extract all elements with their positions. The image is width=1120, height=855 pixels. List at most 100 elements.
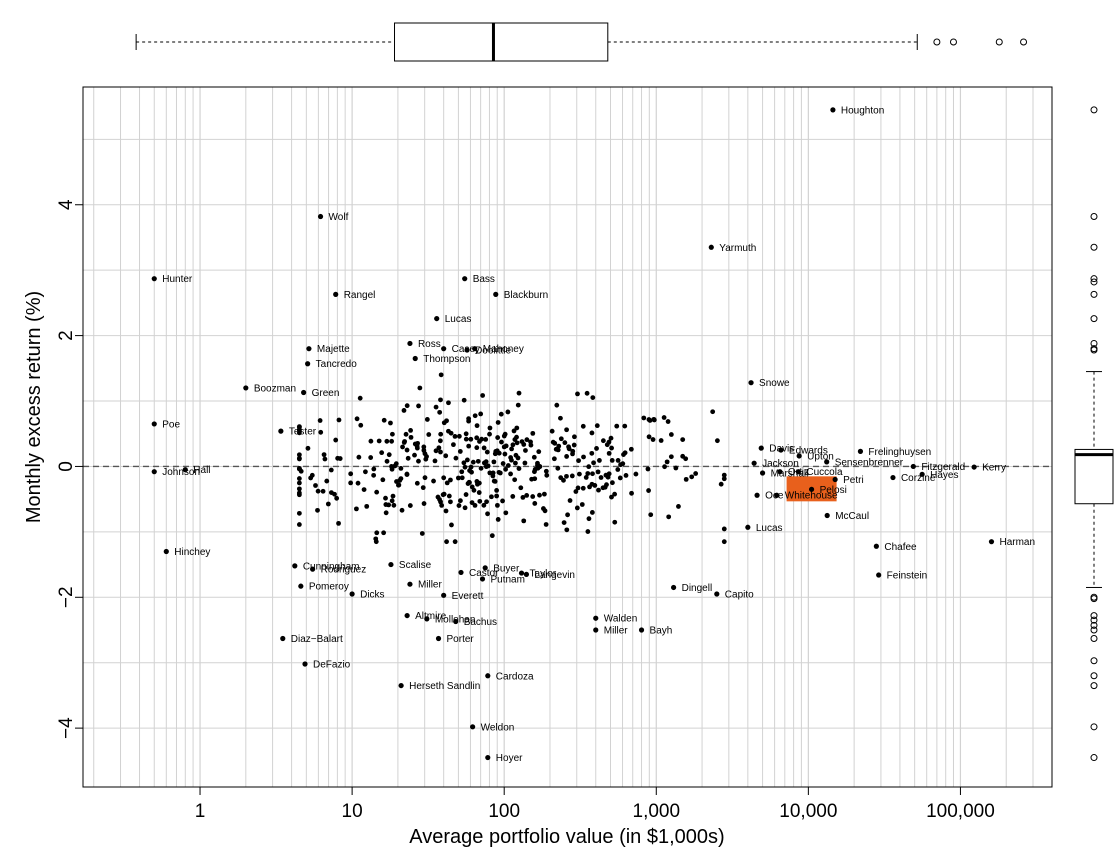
point-label: Kerry	[982, 463, 1006, 474]
data-point	[513, 452, 519, 458]
data-point	[349, 591, 355, 597]
data-point	[530, 430, 536, 436]
data-point	[438, 372, 444, 378]
data-point	[620, 461, 626, 467]
data-point	[708, 244, 714, 250]
data-point	[363, 469, 368, 475]
data-point	[758, 445, 764, 451]
data-point	[472, 346, 478, 352]
data-point	[583, 475, 589, 480]
data-point	[464, 347, 470, 353]
data-point	[495, 517, 501, 522]
data-point	[404, 447, 410, 453]
data-point	[478, 411, 484, 417]
data-point	[509, 446, 514, 452]
data-point	[481, 445, 487, 451]
point-label: Rangel	[344, 290, 376, 301]
data-point	[301, 389, 307, 396]
data-point	[399, 507, 405, 513]
data-point	[464, 457, 470, 463]
data-point	[518, 570, 525, 576]
data-point	[368, 438, 374, 444]
point-label: Bachus	[464, 617, 497, 628]
grid	[83, 87, 1053, 787]
data-point	[988, 539, 995, 545]
data-point	[466, 443, 472, 449]
outlier	[1090, 682, 1098, 690]
data-point	[436, 445, 442, 451]
data-point	[163, 548, 169, 555]
point-label: Frelinghuysen	[868, 447, 931, 458]
data-point	[608, 435, 614, 441]
data-point	[389, 464, 394, 469]
data-point	[494, 493, 500, 499]
data-point	[648, 512, 654, 518]
box	[1074, 448, 1114, 505]
data-point	[589, 510, 595, 515]
data-point	[381, 530, 387, 536]
point-label: Dingell	[682, 583, 713, 594]
data-point	[597, 458, 602, 463]
data-point	[403, 431, 409, 437]
data-point	[483, 464, 489, 470]
data-point	[322, 456, 328, 462]
data-point	[541, 491, 547, 497]
y-tick-label: 2	[56, 330, 77, 341]
point-label: Corzine	[901, 473, 936, 484]
data-point	[348, 480, 354, 486]
data-point	[480, 393, 486, 398]
top-boxplot	[135, 22, 1028, 62]
data-point	[452, 539, 458, 545]
data-point	[151, 469, 157, 475]
data-point	[577, 471, 582, 477]
data-point	[296, 492, 302, 498]
data-point	[531, 454, 537, 460]
point-label: Hinchey	[174, 547, 210, 558]
data-point	[398, 682, 404, 689]
data-point	[589, 450, 595, 456]
data-point	[614, 423, 620, 429]
data-point	[500, 498, 505, 504]
data-point	[574, 505, 580, 511]
x-tick-label: 1,000	[633, 801, 681, 822]
data-point	[537, 492, 542, 498]
outlier	[1090, 616, 1098, 624]
data-point	[503, 443, 509, 449]
data-point	[590, 471, 595, 477]
point-label: Lucas	[445, 314, 472, 325]
data-point	[449, 522, 454, 528]
data-point	[408, 427, 413, 433]
data-point	[476, 490, 482, 495]
point-label: Feinstein	[887, 571, 928, 582]
outlier	[1090, 106, 1098, 114]
data-point	[310, 566, 316, 572]
data-point	[407, 581, 413, 587]
data-point	[309, 472, 315, 478]
data-point	[305, 445, 311, 451]
data-point	[919, 471, 925, 477]
data-point	[564, 454, 570, 459]
data-point	[446, 400, 451, 406]
data-point	[496, 469, 502, 475]
outlier	[1090, 243, 1098, 251]
data-point	[243, 385, 249, 391]
data-point	[438, 449, 443, 455]
data-point	[777, 469, 783, 475]
point-label: DeFazio	[313, 660, 351, 671]
data-point	[405, 455, 411, 461]
data-point	[511, 428, 517, 434]
outlier	[1090, 754, 1098, 762]
point-label: Marshall	[771, 468, 809, 479]
data-point	[612, 491, 618, 497]
data-point	[448, 477, 453, 483]
data-point	[566, 444, 571, 450]
data-point	[751, 460, 757, 466]
data-point	[471, 487, 477, 493]
point-label: Miller	[418, 580, 443, 591]
data-point	[302, 661, 308, 667]
point-label: Hoyer	[496, 753, 523, 764]
data-point	[433, 448, 439, 454]
outlier	[1090, 626, 1098, 634]
data-point	[328, 490, 334, 495]
data-point	[384, 458, 390, 464]
